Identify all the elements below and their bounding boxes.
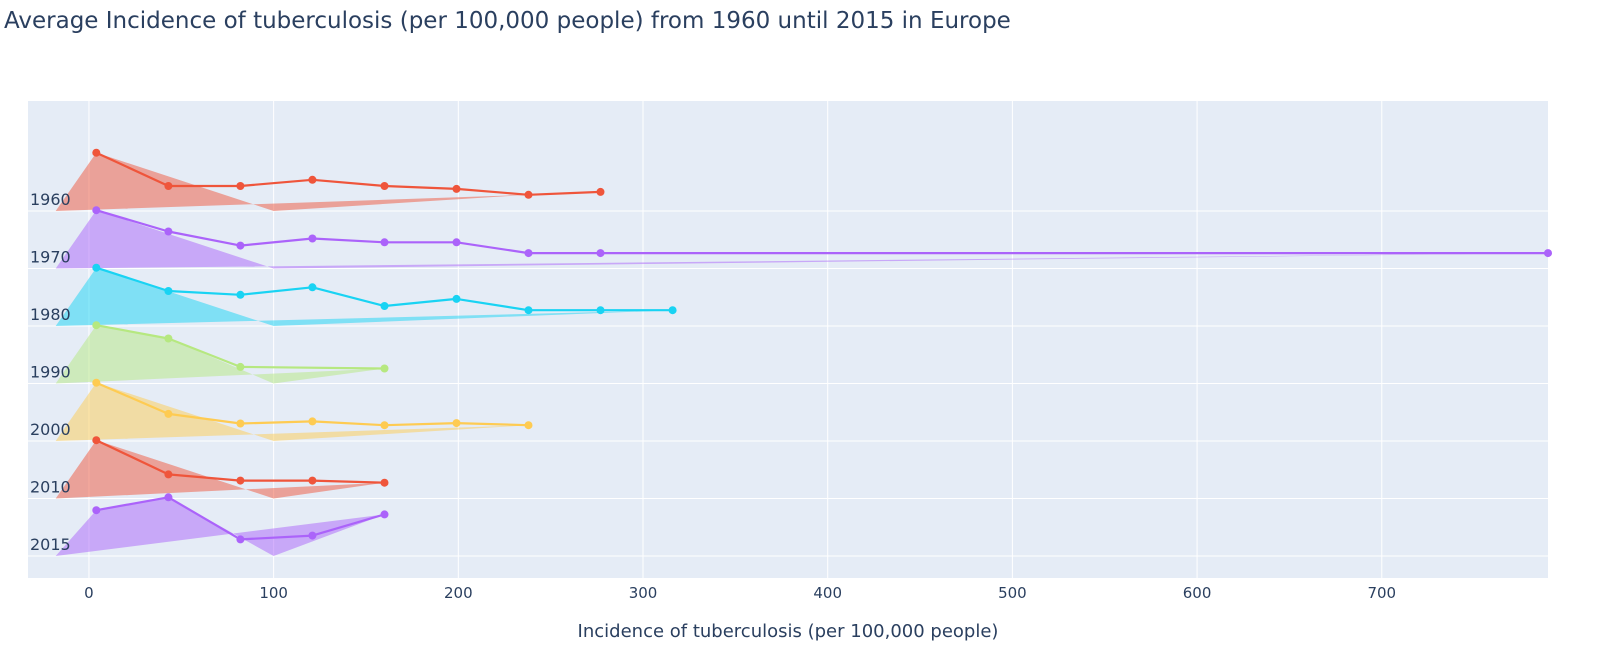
x-tick-label: 300 (629, 584, 658, 602)
data-point-2000 (524, 421, 533, 430)
data-point-1970 (524, 249, 533, 258)
chart-title: Average Incidence of tuberculosis (per 1… (4, 8, 1011, 34)
data-point-1980 (380, 302, 389, 310)
data-point-1990 (236, 362, 245, 371)
data-point-1980 (92, 263, 101, 272)
x-tick-label: 400 (813, 584, 842, 602)
data-point-1960 (524, 190, 533, 199)
data-point-1960 (452, 184, 461, 193)
data-point-2010 (380, 478, 389, 487)
data-point-1970 (596, 249, 605, 258)
plot-background (28, 101, 1548, 578)
category-labels: 1960 1970 1980 1990 2000 2010 2015 (30, 190, 71, 554)
ridge-area-1960 (55, 152, 529, 211)
ridge-area-2000 (55, 382, 529, 441)
x-tick-label: 700 (1367, 584, 1396, 602)
x-tick-label: 0 (84, 584, 94, 602)
category-label-1980: 1980 (30, 305, 71, 324)
data-point-1970 (1544, 249, 1552, 258)
ridge-line-1960 (95, 151, 601, 196)
category-label-2010: 2010 (30, 478, 71, 497)
data-point-1970 (308, 234, 317, 243)
category-label-1960: 1960 (30, 190, 71, 209)
x-tick-label: 200 (444, 584, 473, 602)
data-point-1970 (164, 227, 173, 236)
data-point-1990 (380, 364, 389, 373)
data-point-1970 (380, 238, 389, 247)
x-tick-label: 100 (259, 584, 288, 602)
data-point-1980 (164, 287, 173, 295)
data-point-2000 (164, 409, 173, 418)
data-point-1980 (596, 306, 605, 315)
category-label-1970: 1970 (30, 248, 71, 267)
data-point-2015 (380, 510, 389, 519)
data-point-2000 (92, 378, 101, 387)
x-axis-title: Incidence of tuberculosis (per 100,000 p… (578, 621, 999, 642)
data-point-1990 (92, 321, 101, 330)
data-point-1980 (524, 306, 533, 315)
data-point-1980 (668, 306, 677, 315)
ridge-areas (55, 152, 1549, 556)
ridge-area-2010 (55, 440, 385, 499)
data-point-1970 (236, 241, 245, 250)
ridge-line-1990 (96, 324, 385, 370)
x-tick-label: 600 (1183, 584, 1212, 602)
data-point-1960 (236, 182, 245, 190)
data-point-2015 (92, 506, 101, 515)
data-point-1960 (164, 182, 173, 190)
category-label-1990: 1990 (30, 363, 71, 382)
data-point-2010 (236, 476, 245, 485)
x-tick-label: 500 (998, 584, 1027, 602)
grid-lines (28, 101, 1548, 578)
category-label-2015: 2015 (30, 535, 71, 554)
ridge-area-1980 (55, 267, 673, 326)
data-point-2010 (92, 436, 101, 445)
data-point-2000 (380, 421, 389, 430)
data-point-1960 (380, 182, 389, 190)
data-point-1960 (596, 187, 605, 196)
ridge-area-1990 (55, 325, 385, 384)
data-point-2010 (164, 470, 173, 479)
data-point-1990 (164, 334, 173, 343)
data-point-1960 (92, 148, 101, 157)
data-point-2000 (236, 419, 245, 428)
data-point-2000 (452, 419, 461, 428)
data-point-2000 (308, 417, 317, 426)
ridge-lines (92, 148, 1552, 544)
data-point-1970 (92, 206, 101, 215)
data-point-1980 (236, 290, 245, 299)
data-point-2010 (308, 476, 317, 485)
data-point-1960 (308, 175, 317, 184)
category-label-2000: 2000 (30, 420, 71, 439)
data-point-2015 (236, 535, 245, 544)
x-axis-ticks: 0 100 200 300 400 500 600 700 (84, 584, 1396, 602)
data-point-2015 (308, 531, 317, 540)
data-point-1980 (452, 294, 461, 303)
ridge-area-1970 (55, 210, 1549, 269)
data-point-1970 (452, 238, 461, 247)
data-point-2015 (164, 493, 173, 502)
data-point-1980 (308, 283, 317, 292)
